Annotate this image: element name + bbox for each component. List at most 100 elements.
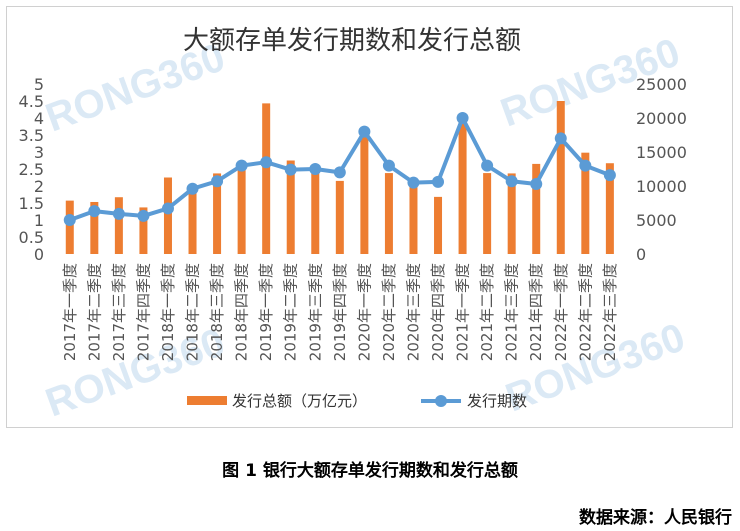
x-tick-label: 2018年三季度 xyxy=(208,263,226,361)
bar xyxy=(605,163,614,254)
x-tick-label: 2020年四季度 xyxy=(429,263,447,361)
left-tick-label: 0 xyxy=(34,245,44,264)
line-point xyxy=(260,156,273,169)
bar xyxy=(335,180,344,254)
x-tick-label: 2017年三季度 xyxy=(110,263,128,361)
bar xyxy=(507,173,516,254)
line-point xyxy=(88,205,101,218)
left-tick-label: 5 xyxy=(34,75,44,94)
chart-title: 大额存单发行期数和发行总额 xyxy=(183,26,521,56)
bar xyxy=(434,196,443,254)
line-series xyxy=(63,112,616,226)
line-point xyxy=(554,132,567,145)
figure-caption: 图 1 银行大额存单发行期数和发行总额 xyxy=(222,461,518,481)
bar xyxy=(139,207,148,254)
bar xyxy=(237,164,246,254)
line-point xyxy=(358,125,371,138)
line-point xyxy=(137,209,150,222)
bar xyxy=(483,173,492,254)
chart-frame: RONG360 RONG360 RONG360 RONG360 大额存单发行期数和发行… xyxy=(6,6,733,428)
bar xyxy=(114,197,123,254)
bar xyxy=(384,173,393,254)
x-tick-label: 2018年二季度 xyxy=(184,263,202,361)
x-tick-label: 2019年三季度 xyxy=(306,263,324,361)
left-tick-label: 4 xyxy=(34,109,44,128)
right-tick-label: 20000 xyxy=(636,109,687,128)
line-point xyxy=(211,175,224,188)
left-tick-label: 1 xyxy=(34,211,44,230)
x-tick-label: 2022年三季度 xyxy=(601,263,619,361)
right-tick-label: 15000 xyxy=(636,143,687,162)
line-point xyxy=(481,159,494,172)
bar xyxy=(188,188,197,254)
line-point xyxy=(603,169,616,182)
x-tick-label: 2019年一季度 xyxy=(257,263,275,361)
x-tick-label: 2022年一季度 xyxy=(552,263,570,361)
bar xyxy=(311,170,320,254)
line-point xyxy=(456,112,469,124)
x-tick-label: 2020年三季度 xyxy=(404,263,422,361)
left-tick-label: 3 xyxy=(34,143,44,162)
x-tick-label: 2017年四季度 xyxy=(134,263,152,361)
x-tick-label: 2018年四季度 xyxy=(233,263,251,361)
bar-series xyxy=(65,101,614,254)
bar xyxy=(409,186,418,254)
legend-swatch-marker xyxy=(435,395,447,407)
right-tick-label: 5000 xyxy=(636,211,677,230)
bar xyxy=(65,200,74,254)
data-source: 数据来源：人民银行 xyxy=(579,508,732,528)
x-tick-label: 2021年四季度 xyxy=(527,263,545,361)
right-tick-label: 0 xyxy=(636,245,646,264)
left-tick-label: 4.5 xyxy=(19,92,44,111)
bar xyxy=(556,101,565,254)
line-point xyxy=(530,177,543,190)
line-point xyxy=(284,163,297,176)
line-point xyxy=(161,202,174,215)
x-tick-label: 2018年一季度 xyxy=(159,263,177,361)
x-tick-label: 2021年二季度 xyxy=(478,263,496,361)
x-tick-label: 2021年三季度 xyxy=(503,263,521,361)
bar xyxy=(532,163,541,254)
line-point xyxy=(235,159,248,172)
bar xyxy=(262,103,271,254)
x-tick-label: 2020年二季度 xyxy=(380,263,398,361)
x-tick-label: 2017年二季度 xyxy=(85,263,103,361)
right-tick-label: 10000 xyxy=(636,177,687,196)
left-tick-label: 2.5 xyxy=(19,160,44,179)
left-tick-label: 3.5 xyxy=(19,126,44,145)
left-tick-label: 2 xyxy=(34,177,44,196)
x-axis-labels: 2017年一季度 2017年二季度 2017年三季度 2017年四季度 2018年一季度… xyxy=(61,263,619,361)
left-tick-label: 1.5 xyxy=(19,194,44,213)
bar xyxy=(360,133,369,254)
line-point xyxy=(505,175,518,188)
line-point xyxy=(407,176,420,189)
line-point xyxy=(186,182,199,195)
legend-label-bar: 发行总额（万亿元） xyxy=(232,392,367,410)
x-tick-label: 2020年一季度 xyxy=(355,263,373,361)
line-point xyxy=(382,159,395,172)
line-point xyxy=(112,207,125,220)
bar xyxy=(581,152,590,254)
right-y-axis: 0 5000 10000 15000 20000 25000 xyxy=(636,75,687,264)
left-y-axis: 00.511.522.533.544.55 xyxy=(19,75,44,264)
x-tick-label: 2019年二季度 xyxy=(282,263,300,361)
x-tick-label: 2021年一季度 xyxy=(454,263,472,361)
legend-swatch-bar xyxy=(187,396,227,405)
x-tick-label: 2022年二季度 xyxy=(576,263,594,361)
x-tick-label: 2019年四季度 xyxy=(331,263,349,361)
line-point xyxy=(432,175,445,188)
left-tick-label: 0.5 xyxy=(19,228,44,247)
line-point xyxy=(579,159,592,172)
line-point xyxy=(309,163,322,175)
x-tick-label: 2017年一季度 xyxy=(61,263,79,361)
bar xyxy=(213,173,222,254)
legend-label-line: 发行期数 xyxy=(467,392,527,410)
legend: 发行总额（万亿元） 发行期数 xyxy=(187,392,527,410)
bar xyxy=(163,177,172,254)
line-point xyxy=(63,214,76,226)
bar xyxy=(286,160,295,254)
line-point xyxy=(333,166,346,179)
bar xyxy=(458,122,467,254)
bar xyxy=(90,201,99,254)
